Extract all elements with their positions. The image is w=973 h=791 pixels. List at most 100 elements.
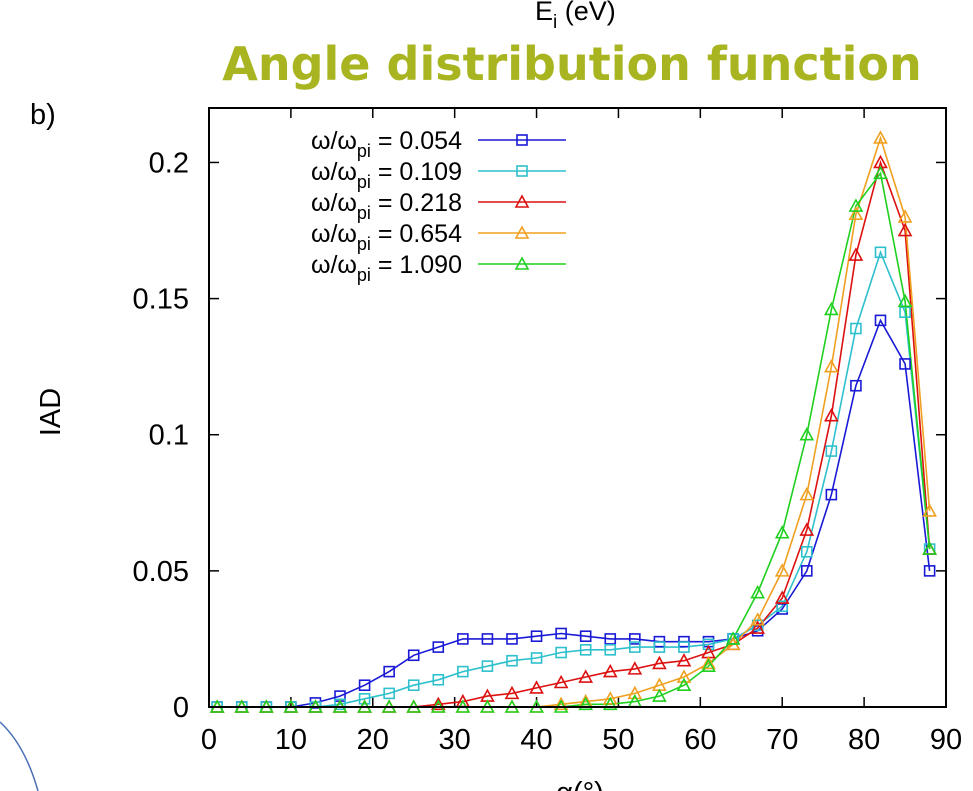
data-point	[874, 314, 887, 327]
data-point	[678, 641, 690, 653]
data-point	[899, 306, 911, 319]
x-tick-label: 50	[602, 724, 634, 756]
data-point	[676, 653, 692, 667]
decorative-arc	[0, 721, 39, 791]
data-point	[702, 638, 715, 651]
data-point	[579, 630, 592, 643]
y-tick-label: 0	[173, 692, 189, 724]
x-tick-label: 70	[766, 724, 798, 756]
data-point	[873, 165, 888, 180]
data-point	[504, 685, 520, 700]
legend-marker	[514, 194, 530, 208]
series-line-0	[217, 318, 931, 708]
panel-label: b)	[30, 99, 56, 131]
x-tick-label: 90	[930, 724, 962, 756]
data-point	[432, 641, 445, 653]
data-point	[923, 565, 936, 577]
data-point	[432, 673, 445, 686]
data-point	[848, 247, 864, 261]
data-point	[676, 677, 692, 692]
data-point	[848, 206, 864, 220]
data-point	[850, 379, 862, 392]
x-tick-label: 40	[520, 724, 552, 756]
y-tick-label: 0.1	[149, 420, 189, 452]
legend-entry-label: ω/ωpi = 0.054	[311, 127, 462, 161]
data-point	[383, 665, 395, 678]
data-point	[555, 646, 567, 659]
legend-marker	[516, 165, 528, 177]
data-point	[850, 322, 862, 335]
data-point	[604, 644, 617, 656]
data-point	[899, 358, 911, 370]
data-point	[701, 655, 716, 670]
data-point	[825, 445, 838, 457]
data-point	[629, 633, 641, 645]
data-point	[824, 301, 839, 316]
data-point	[553, 674, 569, 689]
data-point	[627, 685, 643, 700]
data-point	[530, 652, 543, 664]
data-point	[776, 600, 789, 613]
data-point	[825, 488, 838, 501]
data-point	[578, 696, 594, 711]
data-point	[750, 620, 766, 634]
data-point	[799, 486, 815, 501]
data-point	[334, 698, 346, 711]
data-point	[457, 633, 469, 645]
x-tick-label: 10	[275, 724, 307, 756]
data-point	[897, 209, 913, 223]
series-line-1	[217, 249, 931, 708]
data-point	[481, 633, 494, 645]
data-point	[800, 565, 813, 577]
data-point	[799, 522, 815, 536]
data-point	[653, 641, 666, 653]
legend-entry-label: ω/ωpi = 0.109	[311, 158, 462, 192]
data-point	[897, 222, 913, 237]
data-point	[530, 630, 543, 643]
legend-entry-label: ω/ωpi = 1.090	[311, 251, 462, 285]
data-point	[555, 627, 567, 640]
x-tick-label: 80	[848, 724, 880, 756]
data-point	[676, 669, 692, 683]
x-tick-label: 60	[684, 724, 716, 756]
legend-marker	[514, 225, 530, 239]
data-point	[799, 427, 815, 441]
plot-frame	[208, 107, 947, 708]
axis-ticks: 0 10 20 30 40 50 60 70 80 90 0 0.05 0.1 0.15 0.2	[133, 108, 962, 756]
page-title: Angle distribution function	[222, 37, 921, 91]
cropped-axis-unit: (eV)	[557, 0, 616, 26]
data-point	[725, 631, 741, 645]
data-point	[383, 687, 395, 700]
x-axis-label: α(°)	[556, 777, 604, 791]
data-point	[750, 584, 766, 599]
data-point	[602, 663, 618, 678]
data-point	[481, 660, 494, 672]
data-point	[774, 525, 790, 539]
data-point	[629, 641, 641, 653]
series-markers	[209, 130, 937, 713]
x-tick-label: 0	[201, 724, 217, 756]
data-point	[578, 669, 594, 683]
cropped-axis-subscript: i	[553, 12, 557, 33]
data-point	[602, 696, 618, 711]
data-point	[873, 130, 888, 144]
data-point	[848, 198, 864, 212]
y-tick-label: 0.05	[133, 556, 189, 588]
data-point	[506, 654, 518, 667]
cropped-axis-label: Ei (eV)	[535, 0, 616, 33]
data-point	[506, 633, 518, 645]
data-point	[430, 696, 446, 711]
x-tick-label: 20	[357, 724, 389, 756]
data-point	[553, 696, 569, 711]
data-point	[922, 503, 937, 517]
data-point	[407, 679, 420, 692]
legend-entry-label: ω/ωpi = 0.218	[311, 189, 462, 223]
data-point	[800, 546, 813, 558]
data-point	[897, 293, 913, 308]
legend-entry-label: ω/ωpi = 0.654	[311, 220, 462, 254]
data-point	[627, 661, 643, 675]
data-point	[457, 665, 469, 678]
data-point	[652, 688, 667, 702]
